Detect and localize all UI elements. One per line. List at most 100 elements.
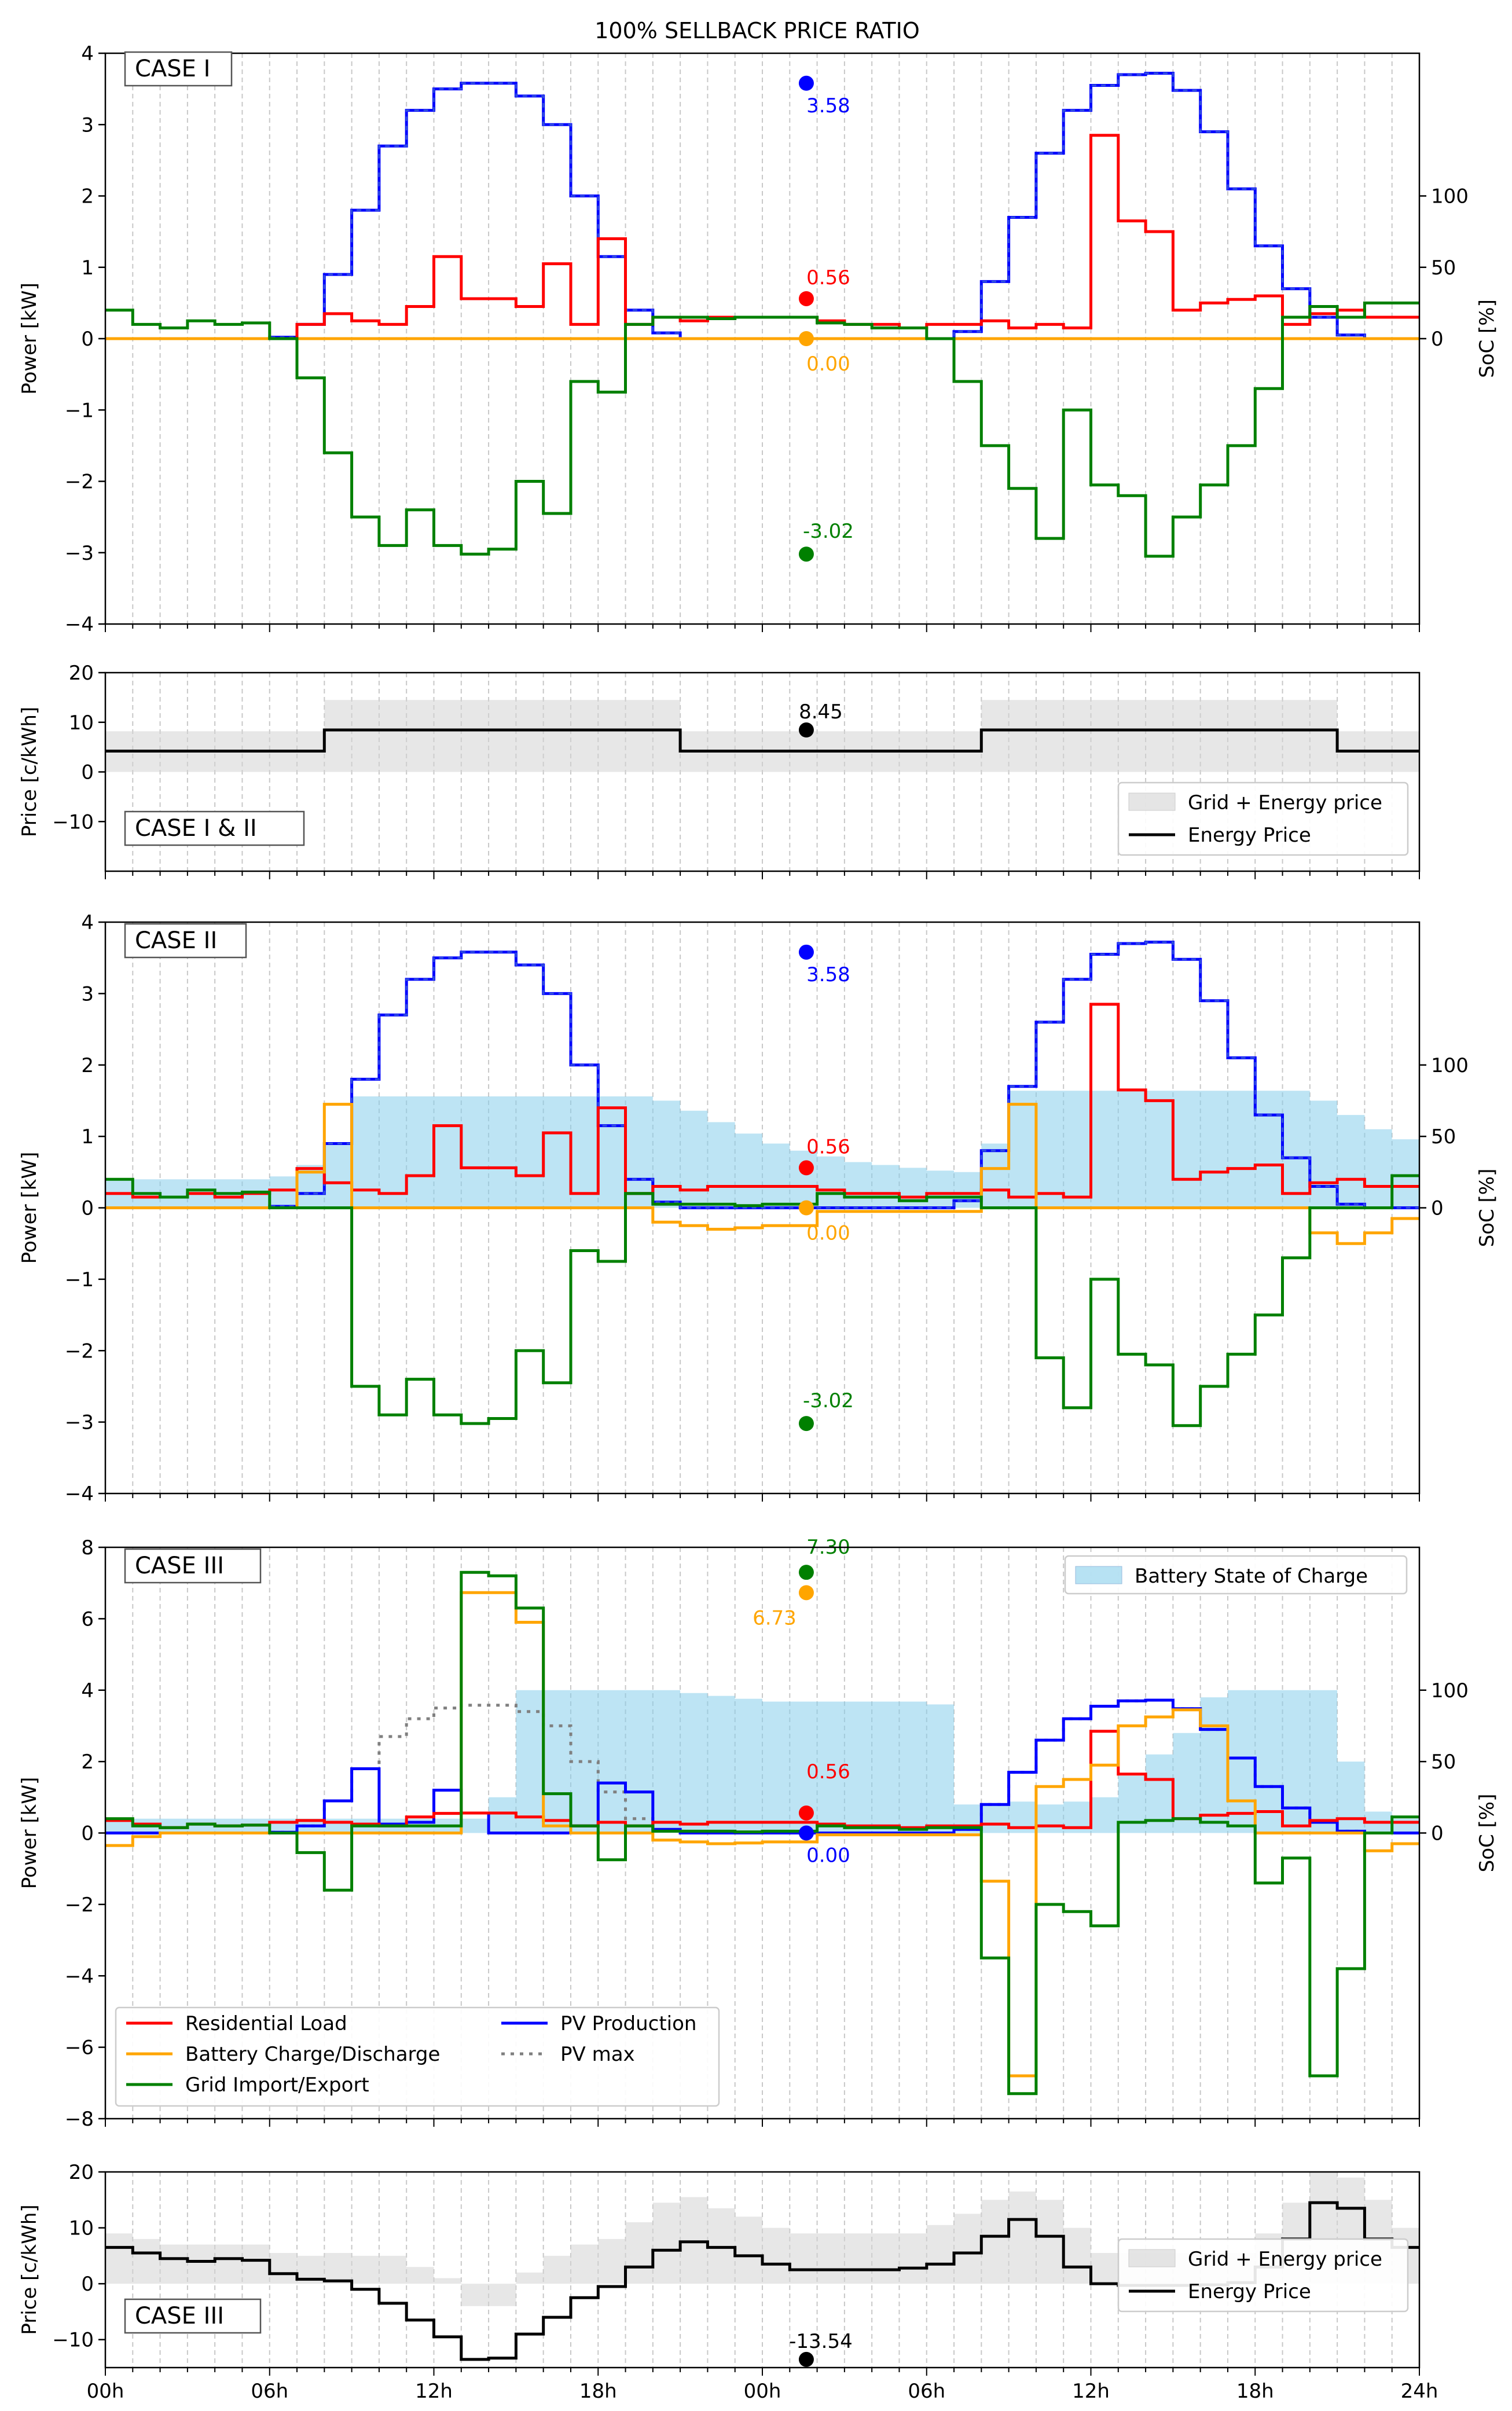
marker-label-load: 0.56	[806, 1760, 850, 1784]
y2-tick-label: 0	[1431, 1822, 1444, 1845]
x-tick-label: 00h	[87, 2380, 124, 2403]
legend-label: Battery Charge/Discharge	[185, 2043, 440, 2066]
panel-5: -13.54 −10 0 10 20 Price [c/kWh] 00h 06h 12h 18h 0…	[18, 2161, 1438, 2403]
case-label-box	[124, 51, 233, 87]
x-tick-label: 06h	[251, 2380, 288, 2403]
figure-title: 100% SELLBACK PRICE RATIO	[594, 18, 920, 43]
y2-tick-label: 0	[1431, 328, 1444, 351]
marker-label-price: -13.54	[789, 2330, 853, 2353]
legend-label: Grid + Energy price	[1188, 791, 1382, 814]
y2-tick-label: 0	[1431, 1197, 1444, 1220]
series-grid	[105, 1570, 1419, 2096]
marker-label-price: 8.45	[799, 700, 843, 724]
marker-price	[798, 722, 814, 738]
y2-tick-label: 50	[1431, 1751, 1456, 1774]
legend-label: Energy Price	[1188, 2280, 1311, 2303]
y2-axis-label: SoC [%]	[1476, 299, 1499, 378]
marker-label-load: 0.56	[806, 1135, 850, 1158]
panel-1: 3.58 0.56 0.00 -3.02 −4 −3 −2 −1 0 1 2 3 4 Power [kW]…	[18, 42, 1499, 636]
y-tick-label: 2	[81, 1751, 94, 1774]
plot-area	[105, 53, 1419, 624]
y-tick-label: −2	[65, 1893, 94, 1917]
case-label: CASE I	[135, 56, 210, 82]
y-tick-label: 0	[81, 1197, 94, 1220]
y-tick-label: 0	[81, 2273, 94, 2296]
marker-price	[798, 2351, 814, 2367]
marker-load	[798, 291, 814, 306]
legend-label: Residential Load	[185, 2012, 347, 2035]
legend-label: PV max	[560, 2043, 635, 2066]
y-tick-label: 2	[81, 185, 94, 208]
plot-area	[105, 922, 1419, 1493]
y-tick-label: −1	[65, 399, 94, 422]
plot-area	[105, 2172, 1419, 2368]
series-battery	[105, 1591, 1419, 2078]
y-tick-label: 0	[81, 328, 94, 351]
y-tick-label: 10	[69, 2217, 94, 2240]
marker-grid	[798, 546, 814, 562]
series-pv	[105, 941, 1419, 1209]
y-tick-label: 8	[81, 1536, 94, 1559]
y-tick-label: 10	[69, 711, 94, 735]
y-tick-label: 3	[81, 982, 94, 1005]
price-legend	[1117, 781, 1409, 856]
series-price	[105, 728, 1419, 753]
y2-tick-label: 50	[1431, 1125, 1456, 1148]
panel-3: 3.58 0.56 0.00 -3.02 −4 −3 −2 −1 0 1 2 3 4 Power [kW]…	[18, 911, 1499, 1506]
legend-swatch-gridprice	[1128, 792, 1176, 811]
y2-tick-label: 100	[1431, 1054, 1469, 1077]
y-tick-label: −4	[65, 1482, 94, 1506]
x-tick-label: 18h	[579, 2380, 617, 2403]
case-label-box	[124, 810, 305, 846]
case-label: CASE III	[135, 2303, 224, 2329]
marker-battery	[798, 331, 814, 346]
y2-tick-label: 100	[1431, 1679, 1469, 1702]
y-tick-label: −6	[65, 2036, 94, 2060]
marker-label-grid: -3.02	[803, 520, 854, 543]
case-label-box	[124, 2298, 262, 2334]
legend-label: Grid Import/Export	[185, 2074, 369, 2097]
y-tick-label: 20	[69, 662, 94, 685]
case-label: CASE II	[135, 927, 217, 954]
y-tick-label: −3	[65, 1411, 94, 1434]
y2-axis-label: SoC [%]	[1476, 1794, 1499, 1873]
x-tick-label: 12h	[415, 2380, 453, 2403]
panel-2: 8.45 −10 0 10 20 Price [c/kWh] CASE I & II	[18, 662, 1421, 879]
series-battery	[105, 1103, 1419, 1245]
y-axis-label: Power [kW]	[18, 282, 41, 394]
y-tick-label: −4	[65, 1965, 94, 1988]
series-grid	[105, 1174, 1419, 1427]
marker-label-battery: 0.00	[806, 353, 850, 376]
marker-label-grid: -3.02	[803, 1389, 854, 1412]
marker-label-pv: 0.00	[806, 1844, 850, 1867]
legend-swatch-soc	[1075, 1566, 1122, 1584]
series-legend	[115, 2006, 720, 2107]
y-tick-label: −2	[65, 471, 94, 494]
y2-tick-label: 100	[1431, 185, 1469, 208]
y-tick-label: 4	[81, 42, 94, 65]
y-tick-label: −8	[65, 2108, 94, 2131]
y-tick-label: −10	[52, 810, 94, 834]
y-tick-label: −10	[52, 2329, 94, 2352]
y-tick-label: −1	[65, 1268, 94, 1291]
legend-label: Energy Price	[1188, 824, 1311, 847]
y-axis-label: Power [kW]	[18, 1777, 41, 1889]
grid-price-area	[105, 700, 1419, 772]
y-tick-label: −2	[65, 1340, 94, 1363]
y-tick-label: 4	[81, 911, 94, 934]
x-tick-label: 00h	[744, 2380, 781, 2403]
y-tick-label: 4	[81, 1679, 94, 1702]
plot-area	[105, 1547, 1419, 2119]
marker-label-pv: 3.58	[806, 963, 850, 986]
marker-grid	[798, 1416, 814, 1432]
y-tick-label: 20	[69, 2161, 94, 2184]
y2-tick-label: 50	[1431, 256, 1456, 280]
marker-load	[798, 1805, 814, 1821]
marker-pv	[798, 1825, 814, 1841]
legend-swatch-gridprice	[1128, 2249, 1176, 2267]
marker-pv	[798, 944, 814, 960]
x-tick-label: 06h	[908, 2380, 945, 2403]
y-tick-label: 1	[81, 256, 94, 280]
